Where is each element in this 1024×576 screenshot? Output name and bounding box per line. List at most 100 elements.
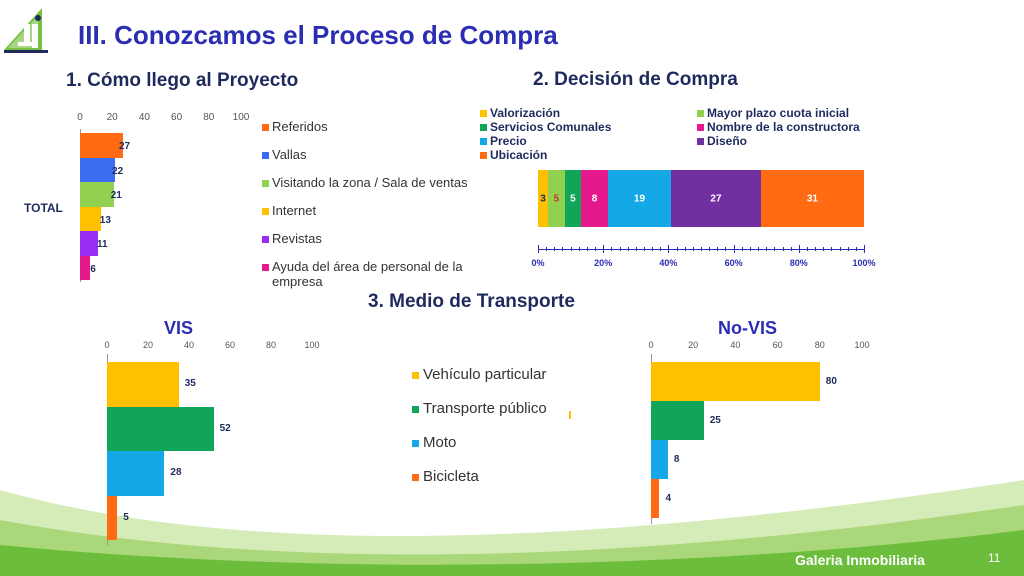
chart2-legend-swatch bbox=[697, 124, 704, 131]
chart2-segment bbox=[564, 170, 582, 227]
chart4-bar bbox=[651, 401, 704, 440]
chart1-data-label: 13 bbox=[99, 214, 111, 226]
chart2-minor-tick bbox=[725, 247, 727, 251]
chart1-legend-label: Ayuda del área de personal de la empresa bbox=[272, 259, 463, 289]
chart2-minor-tick bbox=[546, 247, 548, 251]
chart2-minor-tick bbox=[790, 247, 792, 251]
chart3-legend-swatch bbox=[412, 406, 419, 413]
chart2-minor-tick bbox=[855, 247, 857, 251]
chart2-minor-tick bbox=[684, 247, 686, 251]
chart3-xtick: 80 bbox=[265, 340, 277, 350]
chart2-minor-tick bbox=[717, 247, 719, 251]
chart1-data-label: 6 bbox=[90, 263, 96, 275]
chart2-minor-tick bbox=[562, 247, 564, 251]
chart4-data-label: 4 bbox=[665, 492, 671, 504]
chart3-bar bbox=[107, 495, 118, 540]
chart2-tick-mark bbox=[864, 245, 865, 253]
chart1-xtick: 40 bbox=[138, 112, 150, 123]
chart2-segment bbox=[760, 170, 864, 227]
chart1-legend-swatch bbox=[262, 124, 269, 131]
chart2-legend-label: Mayor plazo cuota inicial bbox=[707, 106, 850, 120]
chart1-legend-swatch bbox=[262, 264, 269, 271]
chart2-xtick: 80% bbox=[789, 258, 808, 268]
chart3-data-label: 52 bbox=[219, 422, 231, 434]
chart2-legend-label: Precio bbox=[490, 134, 527, 148]
chart1-xtick: 0 bbox=[77, 112, 83, 123]
chart1-bar bbox=[80, 133, 124, 158]
chart4-data-label: 25 bbox=[709, 414, 721, 426]
chart4-bar bbox=[651, 440, 668, 479]
chart2-minor-tick bbox=[766, 247, 768, 251]
chart3-xtick: 20 bbox=[142, 340, 154, 350]
chart4-title: No-VIS bbox=[718, 318, 778, 338]
chart2-data-label: 3 bbox=[540, 193, 546, 204]
company-logo bbox=[4, 8, 48, 53]
chart2-data-label: 8 bbox=[591, 193, 598, 204]
chart2-tick-mark bbox=[538, 245, 539, 253]
chart3-legend-label: Vehículo particular bbox=[423, 366, 547, 383]
chart4-xtick: 20 bbox=[688, 340, 699, 350]
chart1-bar bbox=[80, 182, 114, 207]
chart1-data-label: 22 bbox=[112, 165, 124, 177]
chart3-data-label: 28 bbox=[170, 467, 182, 479]
chart2-xtick: 40% bbox=[659, 258, 678, 268]
chart2-legend-label: Valorización bbox=[490, 106, 561, 120]
chart1-xtick: 60 bbox=[171, 112, 183, 123]
chart1-data-label: 27 bbox=[118, 141, 131, 152]
chart1-legend-label: Referidos bbox=[272, 119, 328, 134]
chart3-xtick: 60 bbox=[224, 340, 236, 350]
chart3-bar bbox=[107, 362, 179, 407]
chart2-minor-tick bbox=[847, 247, 849, 251]
chart1-bar bbox=[80, 255, 90, 280]
chart3-legend-label: Bicicleta bbox=[423, 468, 479, 485]
chart1-legend-label: Vallas bbox=[272, 147, 307, 162]
chart2-title: 2. Decisión de Compra bbox=[533, 69, 738, 90]
chart2-data-label: 31 bbox=[806, 193, 818, 204]
chart2-legend-label: Nombre de la constructora bbox=[707, 120, 860, 134]
chart3-bar bbox=[107, 451, 165, 496]
chart2-minor-tick bbox=[815, 247, 817, 251]
chart2-segment bbox=[607, 170, 672, 227]
chart2-segment bbox=[581, 170, 608, 227]
chart2-minor-tick bbox=[643, 247, 645, 251]
chart2-legend-swatch bbox=[480, 138, 487, 145]
chart1-bar bbox=[80, 231, 98, 256]
chart2-minor-tick bbox=[806, 247, 808, 251]
chart3-data-label: 5 bbox=[123, 511, 129, 523]
chart2-legend-label: Servicios Comunales bbox=[490, 120, 612, 134]
chart2-minor-tick bbox=[839, 247, 841, 251]
chart4-bar bbox=[651, 362, 820, 401]
chart2-minor-tick bbox=[782, 247, 784, 251]
chart1-bar bbox=[80, 157, 116, 182]
chart2-data-label: 27 bbox=[710, 193, 722, 204]
chart2-minor-tick bbox=[676, 247, 678, 251]
chart4-xtick: 100 bbox=[854, 340, 870, 350]
chart2-minor-tick bbox=[635, 247, 637, 251]
chart4-xtick: 0 bbox=[648, 340, 654, 350]
chart2-minor-tick bbox=[823, 247, 825, 251]
chart2-minor-tick bbox=[701, 247, 702, 251]
stray-marker bbox=[569, 411, 571, 419]
chart2-minor-tick bbox=[570, 247, 572, 251]
chart2-legend-swatch bbox=[480, 124, 487, 131]
chart2-minor-tick bbox=[749, 247, 751, 251]
chart4-xtick: 60 bbox=[772, 340, 783, 350]
chart4-xtick: 80 bbox=[814, 340, 825, 350]
chart2-xtick: 0% bbox=[531, 258, 545, 268]
footer-brand: Galeria Inmobiliaria bbox=[795, 552, 925, 568]
chart3-legend-label: Moto bbox=[423, 434, 457, 451]
chart2-xtick: 20% bbox=[594, 258, 613, 268]
chart3-xtick: 40 bbox=[183, 340, 195, 350]
chart2-minor-tick bbox=[831, 247, 833, 251]
chart2-legend-label: Ubicación bbox=[490, 148, 548, 162]
chart1-xtick: 20 bbox=[106, 112, 118, 123]
chart3-section-title: 3. Medio de Transporte bbox=[368, 291, 575, 312]
chart2-minor-tick bbox=[652, 247, 654, 251]
chart3-data-label: 35 bbox=[184, 378, 196, 390]
chart3-bar bbox=[107, 406, 214, 451]
chart2-tick-mark bbox=[603, 245, 605, 253]
chart2-minor-tick bbox=[627, 247, 629, 251]
chart2-tick-mark bbox=[798, 245, 800, 253]
chart1-legend-label: Visitando la zona / Sala de ventas bbox=[272, 175, 468, 190]
chart2-segment bbox=[538, 170, 548, 227]
